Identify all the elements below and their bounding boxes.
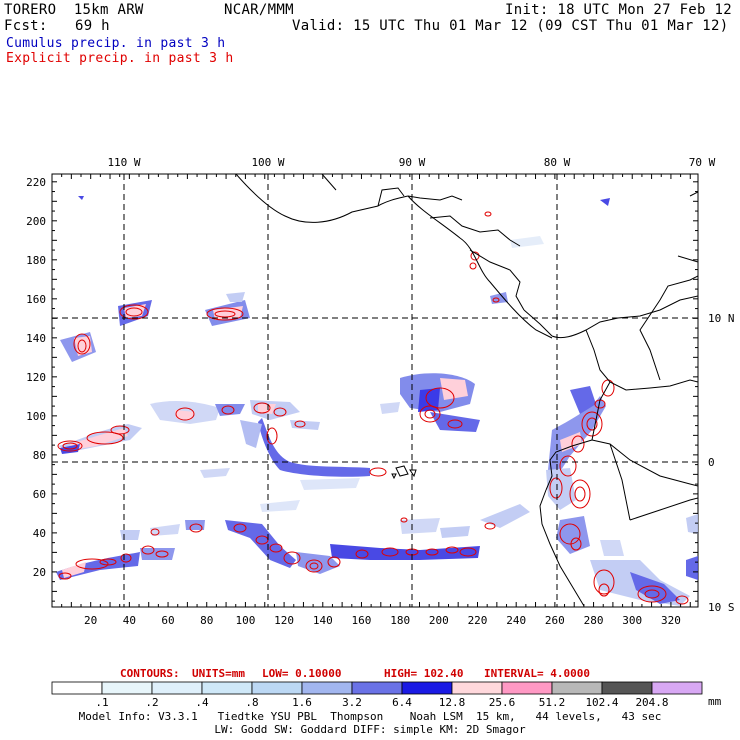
color-bar-swatch [251,681,303,695]
lat-lon-grid [52,174,698,607]
init-time: Init: 18 UTC Mon 27 Feb 12 [505,2,732,18]
color-bar-label: 12.8 [439,696,466,709]
explicit-precip-contours [57,211,689,605]
y-tick-label: 40 [33,527,46,540]
x-tick-label: 300 [622,614,642,627]
x-tick-label: 100 [235,614,255,627]
y-tick-labels: 20 40 60 80 100 120 140 160 180 200 220 [26,176,46,579]
x-tick-label: 220 [468,614,488,627]
color-bar-label: .4 [195,696,209,709]
model-info-line1: Model Info: V3.3.1 Tiedtke YSU PBL Thomp… [78,710,662,723]
color-bar-label: 3.2 [342,696,362,709]
lon-label-90w: 90 W [399,156,426,169]
lon-label-70w: 70 W [689,156,716,169]
color-bar-swatch [301,681,353,695]
x-tick-label: 20 [84,614,97,627]
x-tick-label: 200 [429,614,449,627]
color-bar-swatch [601,681,653,695]
x-tick-label: 40 [123,614,136,627]
y-tick-label: 60 [33,488,46,501]
forecast-hour: 69 h [75,18,110,34]
x-tick-marks [61,174,691,607]
color-bar-label: 204.8 [635,696,668,709]
color-bar-label: .8 [245,696,258,709]
contours-units: UNITS=mm [192,667,245,680]
color-bar [51,681,703,695]
x-tick-label: 240 [506,614,526,627]
x-tick-label: 120 [274,614,294,627]
color-bar-swatch [201,681,253,695]
color-bar-label: 51.2 [539,696,566,709]
color-bar-label: 1.6 [292,696,312,709]
color-bar-swatch [651,681,703,695]
color-bar-label: .1 [95,696,108,709]
contours-interval: INTERVAL= 4.0000 [484,667,590,680]
x-tick-label: 140 [313,614,333,627]
forecast-label: Fcst: [4,18,48,34]
model-title: TORERO 15km ARW [4,2,144,18]
coastlines [235,174,698,607]
x-tick-label: 260 [545,614,565,627]
x-tick-label: 80 [200,614,213,627]
organization-label: NCAR/MMM [224,2,294,18]
contours-label: CONTOURS: [120,667,180,680]
cumulus-legend: Cumulus precip. in past 3 h [6,36,226,51]
color-bar-label: 6.4 [392,696,412,709]
lat-label-0: 0 [708,456,715,469]
color-bar-swatch [51,681,103,695]
color-bar-swatch [551,681,603,695]
x-tick-label: 320 [661,614,681,627]
color-bar-swatch [351,681,403,695]
lon-label-100w: 100 W [251,156,284,169]
color-bar-swatch [401,681,453,695]
valid-time: Valid: 15 UTC Thu 01 Mar 12 (09 CST Thu … [292,18,729,34]
y-tick-label: 220 [26,176,46,189]
contours-high: HIGH= 102.40 [384,667,463,680]
y-tick-label: 100 [26,410,46,423]
model-info-line2: LW: Godd SW: Goddard DIFF: simple KM: 2D… [214,723,526,736]
y-tick-label: 140 [26,332,46,345]
x-tick-label: 180 [390,614,410,627]
x-tick-label: 160 [352,614,372,627]
color-bar-units: mm [708,695,722,708]
lon-label-80w: 80 W [544,156,571,169]
lat-label-10s: 10 S [708,601,735,614]
color-bar-swatch [501,681,553,695]
y-tick-label: 160 [26,293,46,306]
x-tick-label: 60 [161,614,174,627]
color-bar-labels: .1 .2 .4 .8 1.6 3.2 6.4 12.8 25.6 51.2 102.4 204.8 [95,696,668,709]
y-tick-label: 80 [33,449,46,462]
y-tick-label: 180 [26,254,46,267]
color-bar-label: 25.6 [489,696,516,709]
color-bar-swatch [451,681,503,695]
contours-low: LOW= 0.10000 [262,667,341,680]
x-tick-labels: 20 40 60 80 100 120 140 160 180 200 220 240 260 280 30… [84,614,681,627]
explicit-legend: Explicit precip. in past 3 h [6,51,234,66]
color-bar-label: .2 [145,696,158,709]
lon-label-110w: 110 W [107,156,140,169]
y-tick-label: 120 [26,371,46,384]
y-tick-marks [52,181,698,602]
color-bar-swatch [151,681,203,695]
x-tick-label: 280 [584,614,604,627]
color-bar-swatch [101,681,153,695]
map-content [52,174,698,607]
y-tick-label: 20 [33,566,46,579]
color-bar-label: 102.4 [585,696,618,709]
y-tick-label: 200 [26,215,46,228]
lat-label-10n: 10 N [708,312,735,325]
